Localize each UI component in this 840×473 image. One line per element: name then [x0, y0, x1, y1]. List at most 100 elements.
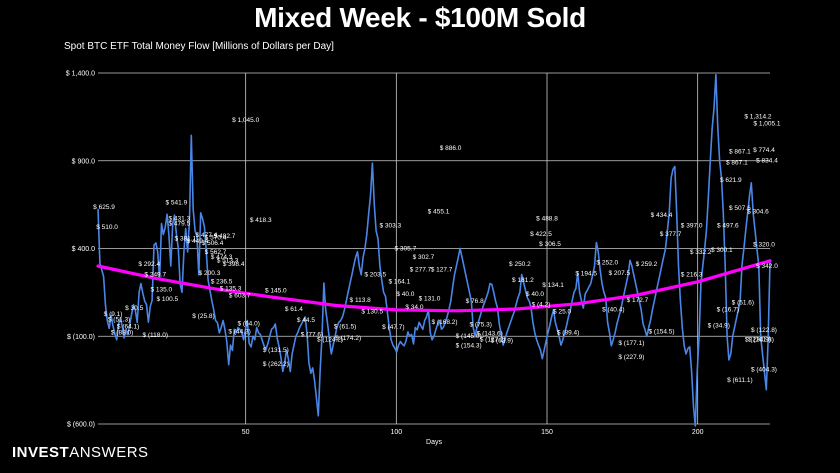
y-tick-label-4: $ (600.0) — [67, 422, 95, 429]
data-label-68: $ 422.5 — [530, 231, 552, 238]
data-label-33: $ (44.3) — [228, 329, 250, 336]
brand-part1: INVEST — [12, 444, 70, 461]
data-label-29: $ 1,045.0 — [232, 117, 259, 124]
data-label-22: $ 474.3 — [211, 254, 233, 261]
data-label-31: $ (25.8) — [192, 313, 214, 320]
data-label-78: $ 207.5 — [608, 270, 630, 277]
data-label-27: $ 135.3 — [220, 286, 242, 293]
data-label-81: $ (177.1) — [618, 340, 644, 347]
data-label-2: $ 292.4 — [138, 261, 160, 268]
data-label-57: $ 127.7 — [431, 266, 453, 273]
data-label-15: $ 381.1 — [175, 236, 197, 243]
data-label-4: $ 135.0 — [150, 286, 172, 293]
grid-layer — [98, 72, 770, 425]
data-label-16: $ 449.4 — [187, 238, 209, 245]
data-label-44: $ 303.3 — [379, 222, 401, 229]
data-label-85: $ 377.7 — [660, 231, 682, 238]
data-label-34: $ (131.5) — [263, 347, 289, 354]
data-label-35: $ (262.2) — [263, 361, 289, 368]
data-label-70: $ 306.5 — [539, 241, 561, 248]
data-label-64: $ (127.2) — [480, 337, 506, 344]
data-label-90: $ 497.6 — [717, 222, 739, 229]
data-label-12: $ 541.9 — [166, 200, 188, 207]
data-label-108: $ 342.0 — [756, 263, 778, 270]
data-label-74: $ 25.0 — [553, 308, 571, 315]
x-tick-label-2: 150 — [541, 429, 553, 436]
data-label-107: $ 320.0 — [753, 242, 775, 249]
data-label-17: $ 477.4 — [196, 232, 218, 239]
data-label-18: $ 570.4 — [205, 235, 227, 242]
y-tick-label-2: $ 400.0 — [72, 246, 95, 253]
data-label-99: $ 1,314.2 — [744, 114, 771, 121]
data-label-45: $ 130.5 — [361, 308, 383, 315]
data-label-10: $ (88.0) — [111, 329, 133, 336]
y-tick-label-1: $ 900.0 — [72, 158, 95, 165]
series-layer — [97, 73, 771, 427]
x-tick-label-3: 200 — [692, 429, 704, 436]
data-label-39: $ (77.6) — [301, 331, 323, 338]
data-label-11: $ (118.0) — [142, 332, 168, 339]
data-label-3: $ 249.7 — [144, 272, 166, 279]
data-label-19: $ 506.4 — [202, 240, 224, 247]
series-line-money-flow — [97, 73, 771, 427]
x-tick-label-1: 100 — [390, 429, 402, 436]
data-label-82: $ (227.9) — [618, 354, 644, 361]
chart-title: Spot BTC ETF Total Money Flow [Millions … — [64, 41, 334, 52]
data-label-38: $ 44.5 — [297, 317, 315, 324]
data-label-0: $ 625.9 — [93, 204, 115, 211]
data-label-101: $ (51.6) — [732, 300, 754, 307]
data-label-59: $ (168.2) — [432, 319, 458, 326]
data-label-21: $ 562.7 — [205, 249, 227, 256]
data-label-23: $ 513.3 — [217, 258, 239, 265]
data-label-41: $ (61.5) — [334, 323, 356, 330]
data-label-5: $ 100.5 — [156, 296, 178, 303]
data-label-65: $ (63.9) — [491, 337, 513, 344]
page-title: Mixed Week - $100M Sold — [254, 2, 586, 33]
data-label-93: $ 621.9 — [720, 177, 742, 184]
data-label-49: $ 302.7 — [413, 254, 435, 261]
data-label-88: $ 332.2 — [690, 249, 712, 256]
trend-layer — [96, 259, 772, 313]
data-label-9: $ (64.1) — [117, 323, 139, 330]
data-label-52: $ 40.0 — [396, 291, 414, 298]
data-label-24: $ 398.4 — [223, 261, 245, 268]
data-label-1: $ 510.0 — [96, 224, 118, 231]
data-label-62: $ (143.6) — [477, 330, 503, 337]
data-label-84: $ 434.4 — [651, 212, 673, 219]
data-label-28: $ 603.7 — [229, 293, 251, 300]
data-label-42: $ (174.2) — [335, 335, 361, 342]
data-label-55: $ 886.0 — [440, 145, 462, 152]
data-label-30: $ 418.3 — [250, 217, 272, 224]
data-label-14: $ 479.5 — [169, 221, 191, 228]
data-label-61: $ (75.3) — [470, 322, 492, 329]
trend-line — [96, 259, 772, 313]
data-label-7: $ (9.1) — [104, 311, 123, 318]
data-label-51: $ 164.1 — [389, 279, 411, 286]
data-label-109: $ (122.8) — [751, 327, 777, 334]
data-label-26: $ 236.5 — [211, 279, 233, 286]
data-label-102: $ (234.9) — [745, 337, 771, 344]
data-label-40: $ (124.2) — [317, 337, 343, 344]
data-label-86: $ (154.5) — [649, 329, 675, 336]
data-label-92: $ 867.1 — [726, 159, 748, 166]
data-label-96: $ (16.7) — [717, 307, 739, 314]
data-label-60: $ (145.0) — [456, 333, 482, 340]
data-label-6: $ 30.5 — [125, 305, 143, 312]
data-label-98: $ (611.1) — [727, 377, 753, 384]
data-label-47: $ (47.7) — [382, 324, 404, 331]
data-label-67: $ 181.2 — [512, 277, 534, 284]
data-label-43: $ 113.8 — [350, 297, 372, 304]
data-label-100: $ 1,005.1 — [753, 121, 780, 128]
data-label-46: $ 203.5 — [364, 272, 386, 279]
data-label-25: $ 200.3 — [199, 270, 221, 277]
data-label-80: $ (40.4) — [602, 307, 624, 314]
data-label-71: $ 134.1 — [542, 282, 564, 289]
data-label-53: $ 131.0 — [419, 295, 441, 302]
data-label-83: $ 172.7 — [627, 297, 649, 304]
y-tick-label-3: $ (100.0) — [67, 334, 95, 341]
data-label-97: $ (34.9) — [708, 322, 730, 329]
data-label-103: $ (161.8) — [748, 337, 774, 344]
data-label-105: $ 834.4 — [756, 158, 778, 165]
data-label-106: $ 304.6 — [747, 208, 769, 215]
data-label-69: $ 488.8 — [536, 215, 558, 222]
